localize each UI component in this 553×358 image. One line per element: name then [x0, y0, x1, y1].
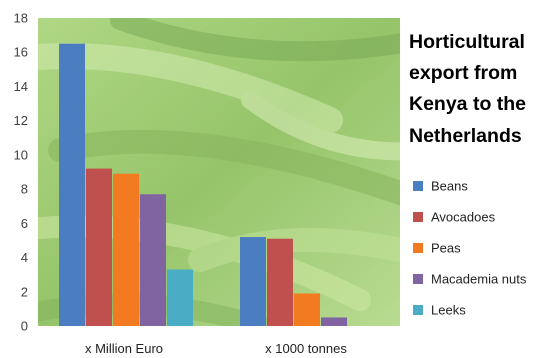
bar-macademia-nuts	[140, 194, 166, 326]
title-line: Kenya to the	[409, 93, 526, 115]
title-line: Horticultural	[409, 31, 525, 53]
y-tick-label: 16	[14, 45, 28, 60]
y-tick-label: 8	[21, 182, 28, 197]
bar-leeks	[167, 269, 193, 326]
legend: Beans Avocadoes Peas Macademia nuts Leeks	[413, 179, 527, 318]
legend-swatch	[413, 305, 423, 315]
title-line: export from	[409, 62, 517, 84]
y-tick-label: 6	[21, 216, 28, 231]
x-category-label: x 1000 tonnes	[265, 341, 347, 356]
bars	[59, 43, 347, 327]
y-tick-label: 0	[21, 319, 28, 334]
y-axis-ticks: 0 2 4 6 8 10 12 14 16 18	[14, 11, 28, 334]
x-axis-labels: x Million Euro x 1000 tonnes	[85, 341, 347, 356]
bar-macademia-nuts	[321, 317, 347, 326]
y-tick-label: 2	[21, 284, 28, 299]
legend-label: Peas	[431, 241, 461, 256]
bar-peas	[294, 293, 320, 326]
legend-label: Avocadoes	[431, 210, 496, 225]
y-tick-label: 4	[21, 250, 28, 265]
chart-title: Horticultural export from Kenya to the N…	[409, 31, 526, 147]
bar-peas	[113, 173, 139, 326]
bar-beans	[59, 43, 85, 327]
legend-label: Leeks	[431, 303, 466, 318]
bar-beans	[240, 237, 266, 326]
legend-label: Macademia nuts	[431, 272, 527, 287]
legend-label: Beans	[431, 179, 468, 194]
legend-swatch	[413, 212, 423, 222]
y-tick-label: 18	[14, 11, 28, 26]
bar-avocadoes	[267, 238, 293, 326]
title-line: Netherlands	[409, 125, 522, 147]
legend-swatch	[413, 243, 423, 253]
bar-avocadoes	[86, 168, 112, 326]
legend-swatch	[413, 274, 423, 284]
y-tick-label: 12	[14, 113, 28, 128]
y-tick-label: 14	[14, 79, 28, 94]
y-tick-label: 10	[14, 147, 28, 162]
legend-swatch	[413, 181, 423, 191]
x-category-label: x Million Euro	[85, 341, 163, 356]
